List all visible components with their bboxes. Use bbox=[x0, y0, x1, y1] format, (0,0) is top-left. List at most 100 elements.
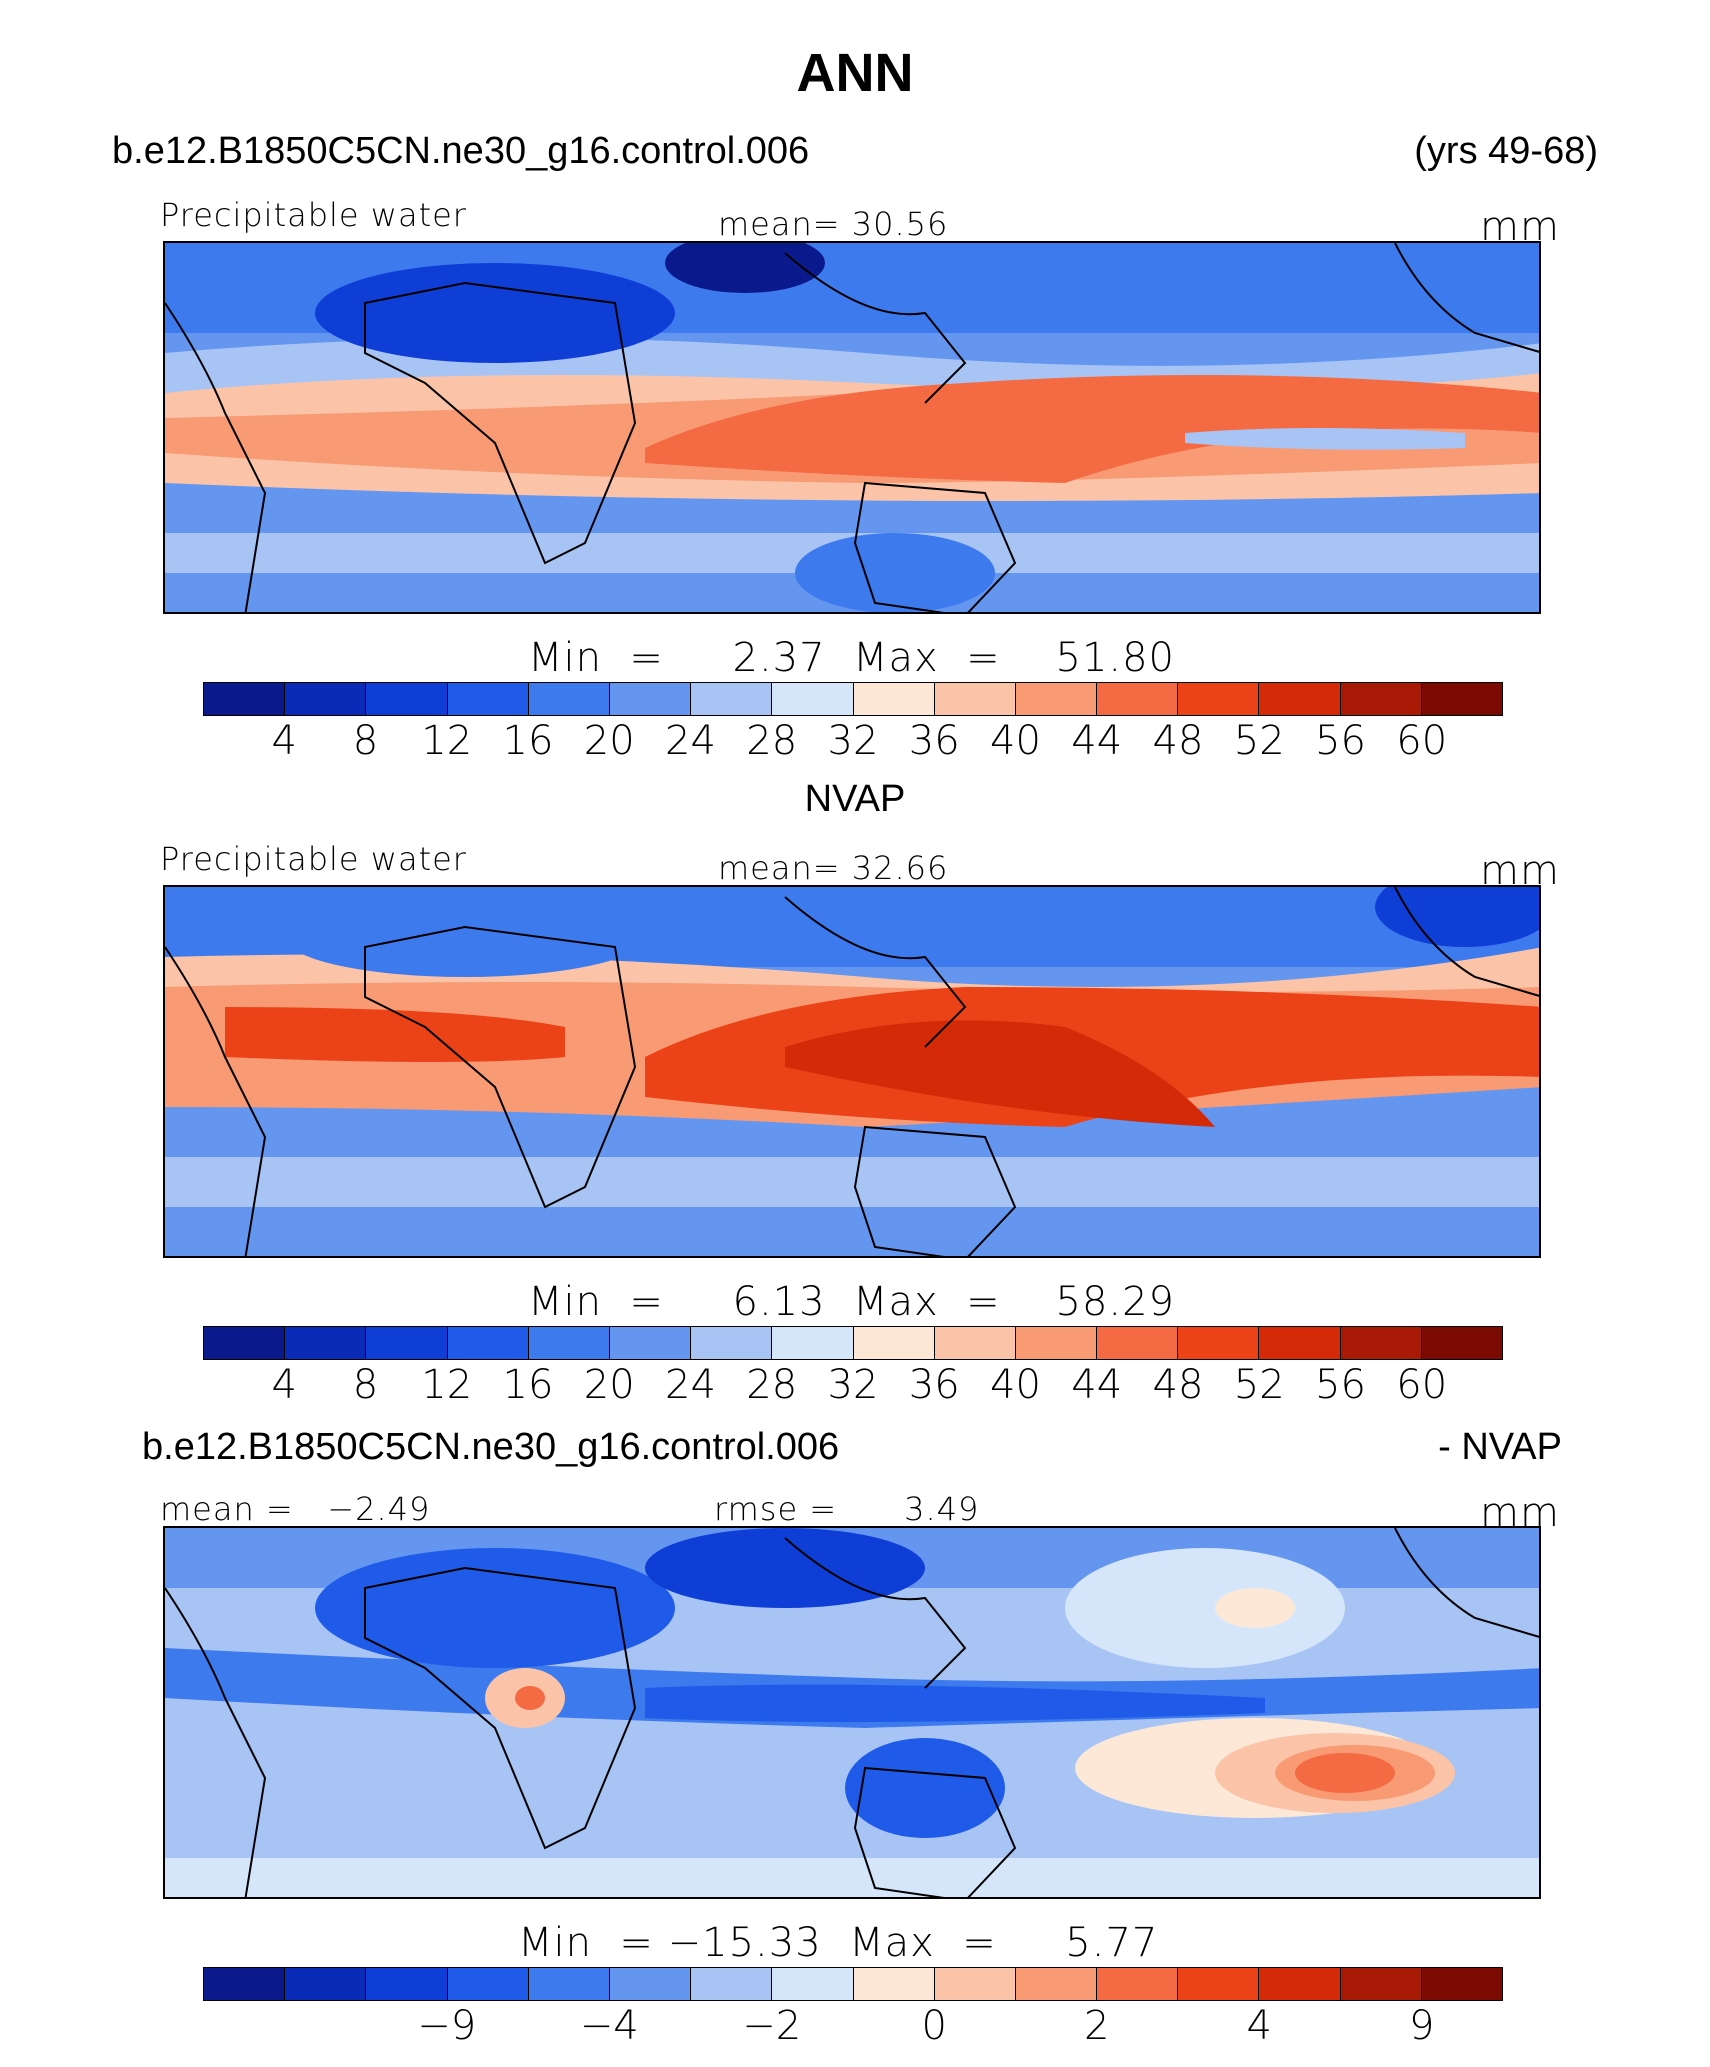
colorbar-tick-label: 4 bbox=[271, 1362, 297, 1408]
colorbar-swatch bbox=[1015, 683, 1098, 715]
colorbar-swatch bbox=[853, 683, 935, 715]
panel2-mean-label: mean= 32.66 bbox=[718, 849, 949, 887]
colorbar-tick-label: 8 bbox=[352, 718, 379, 764]
colorbar-swatch bbox=[1259, 1968, 1341, 2000]
colorbar-swatch bbox=[447, 683, 529, 715]
panel1-map bbox=[163, 241, 1541, 614]
colorbar-tick-label: 28 bbox=[746, 718, 798, 764]
colorbar-swatch bbox=[285, 683, 367, 715]
panel1-colorbar-ticks: 4 8 12 16 20 24 28 32 36 40 44 48 52 56 60 bbox=[203, 718, 1503, 766]
colorbar-swatch bbox=[447, 1327, 529, 1359]
colorbar-tick-label: 44 bbox=[1071, 718, 1123, 764]
colorbar-swatch bbox=[772, 1968, 854, 2000]
colorbar-tick-label: 28 bbox=[746, 1362, 798, 1408]
colorbar-swatch bbox=[1178, 1327, 1260, 1359]
colorbar-swatch bbox=[447, 1968, 529, 2000]
colorbar-swatch bbox=[1259, 1327, 1341, 1359]
colorbar-swatch bbox=[1259, 683, 1341, 715]
colorbar-tick-label: 40 bbox=[990, 718, 1041, 764]
colorbar-tick-label: 36 bbox=[908, 1362, 960, 1408]
colorbar-swatch bbox=[1421, 1327, 1502, 1359]
panel2-colorbar bbox=[203, 1326, 1503, 1360]
colorbar-tick-label: 2 bbox=[1084, 2003, 1110, 2049]
colorbar-tick-label: 40 bbox=[990, 1362, 1041, 1408]
colorbar-swatch bbox=[853, 1968, 935, 2000]
panel2-variable-label: Precipitable water bbox=[160, 840, 467, 878]
panel3-title-right: - NVAP bbox=[1438, 1426, 1562, 1468]
colorbar-swatch bbox=[691, 1327, 773, 1359]
colorbar-tick-label: 32 bbox=[827, 718, 879, 764]
colorbar-tick-label: 48 bbox=[1152, 1362, 1204, 1408]
colorbar-tick-label: 44 bbox=[1071, 1362, 1123, 1408]
colorbar-swatch bbox=[1421, 683, 1502, 715]
panel3-colorbar-ticks: −9 −4 −2 0 2 4 9 bbox=[203, 2003, 1503, 2051]
colorbar-swatch bbox=[853, 1327, 935, 1359]
colorbar-tick-label: 52 bbox=[1233, 718, 1285, 764]
colorbar-tick-label: 52 bbox=[1233, 1362, 1285, 1408]
colorbar-tick-label: 24 bbox=[665, 718, 716, 764]
panel1-stats: Min = 2.37 Max = 51.80 bbox=[528, 635, 1175, 681]
case-name: b.e12.B1850C5CN.ne30_g16.control.006 bbox=[112, 130, 810, 172]
colorbar-swatch bbox=[204, 1327, 286, 1359]
panel2-map bbox=[163, 885, 1541, 1258]
panel3-map bbox=[163, 1526, 1541, 1899]
panel3-title-left: b.e12.B1850C5CN.ne30_g16.control.006 bbox=[142, 1426, 840, 1468]
colorbar-tick-label: 20 bbox=[583, 1362, 635, 1408]
colorbar-tick-label: 36 bbox=[908, 718, 960, 764]
colorbar-swatch bbox=[528, 1968, 610, 2000]
colorbar-tick-label: 48 bbox=[1152, 718, 1204, 764]
colorbar-swatch bbox=[204, 1968, 286, 2000]
colorbar-swatch bbox=[1340, 683, 1422, 715]
colorbar-tick-label: 8 bbox=[352, 1362, 379, 1408]
colorbar-tick-label: 9 bbox=[1409, 2003, 1435, 2049]
panel3-rmse-label: rmse = 3.49 bbox=[714, 1490, 980, 1528]
year-range: (yrs 49-68) bbox=[1414, 130, 1598, 172]
panel3-colorbar bbox=[203, 1967, 1503, 2001]
colorbar-swatch bbox=[934, 1968, 1016, 2000]
colorbar-swatch bbox=[1097, 1327, 1179, 1359]
colorbar-swatch bbox=[1097, 683, 1179, 715]
colorbar-swatch bbox=[1421, 1968, 1502, 2000]
colorbar-tick-label: 56 bbox=[1315, 1362, 1366, 1408]
colorbar-swatch bbox=[772, 683, 854, 715]
colorbar-tick-label: −9 bbox=[417, 2003, 477, 2049]
colorbar-swatch bbox=[1015, 1327, 1098, 1359]
panel2-field bbox=[165, 887, 1539, 1256]
colorbar-tick-label: 24 bbox=[665, 1362, 716, 1408]
panel1-field bbox=[165, 243, 1539, 612]
colorbar-swatch bbox=[204, 683, 286, 715]
panel2-colorbar-ticks: 4 8 12 16 20 24 28 32 36 40 44 48 52 56 60 bbox=[203, 1362, 1503, 1410]
colorbar-swatch bbox=[691, 1968, 773, 2000]
panel2-stats: Min = 6.13 Max = 58.29 bbox=[528, 1279, 1175, 1325]
colorbar-tick-label: 12 bbox=[421, 718, 473, 764]
colorbar-swatch bbox=[366, 1327, 448, 1359]
panel3-field bbox=[165, 1528, 1539, 1897]
colorbar-tick-label: −4 bbox=[579, 2003, 639, 2049]
colorbar-swatch bbox=[528, 683, 610, 715]
colorbar-swatch bbox=[1340, 1968, 1422, 2000]
colorbar-tick-label: 60 bbox=[1396, 1362, 1448, 1408]
colorbar-swatch bbox=[934, 683, 1016, 715]
colorbar-swatch bbox=[772, 1327, 854, 1359]
colorbar-swatch bbox=[1015, 1968, 1098, 2000]
panel1-variable-label: Precipitable water bbox=[160, 196, 467, 234]
colorbar-swatch bbox=[285, 1327, 367, 1359]
plot-title: ANN bbox=[796, 43, 914, 103]
colorbar-tick-label: 16 bbox=[502, 1362, 554, 1408]
colorbar-tick-label: −2 bbox=[742, 2003, 802, 2049]
colorbar-swatch bbox=[609, 1968, 692, 2000]
panel1-mean-label: mean= 30.56 bbox=[718, 205, 949, 243]
panel1-colorbar bbox=[203, 682, 1503, 716]
colorbar-swatch bbox=[609, 683, 692, 715]
colorbar-tick-label: 0 bbox=[921, 2003, 947, 2049]
colorbar-tick-label: 56 bbox=[1315, 718, 1366, 764]
colorbar-swatch bbox=[609, 1327, 692, 1359]
colorbar-swatch bbox=[1097, 1968, 1179, 2000]
colorbar-swatch bbox=[1178, 1968, 1260, 2000]
colorbar-swatch bbox=[528, 1327, 610, 1359]
colorbar-tick-label: 4 bbox=[1246, 2003, 1272, 2049]
colorbar-swatch bbox=[1178, 683, 1260, 715]
colorbar-swatch bbox=[1340, 1327, 1422, 1359]
panel3-mean-label: mean = −2.49 bbox=[160, 1490, 431, 1528]
colorbar-tick-label: 16 bbox=[502, 718, 554, 764]
